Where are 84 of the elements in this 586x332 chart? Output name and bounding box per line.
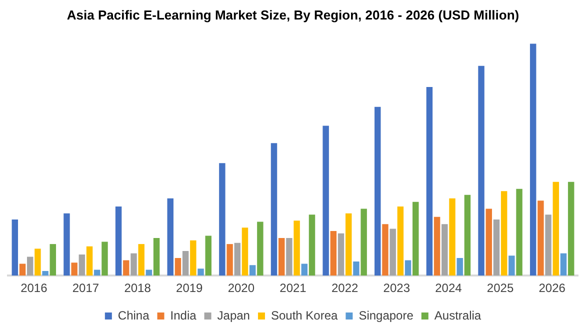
bar xyxy=(322,126,329,276)
bar xyxy=(346,213,352,276)
x-tick-label: 2020 xyxy=(228,281,255,296)
bar xyxy=(278,238,285,276)
bar xyxy=(397,206,404,276)
bar xyxy=(538,200,544,276)
x-tick-label: 2017 xyxy=(72,281,100,296)
bar xyxy=(190,240,196,276)
bar xyxy=(442,224,448,276)
bar xyxy=(493,219,500,276)
legend-label: South Korea xyxy=(270,308,338,322)
x-tick-label: 2016 xyxy=(20,281,48,296)
bar xyxy=(286,238,292,276)
bar xyxy=(234,242,240,276)
bar xyxy=(130,253,137,276)
bar xyxy=(257,222,264,276)
bar xyxy=(182,251,189,276)
bar xyxy=(353,261,360,276)
bar xyxy=(146,270,152,276)
bar xyxy=(545,214,552,276)
bar xyxy=(94,270,100,276)
bar xyxy=(330,231,337,276)
x-tick-label: 2026 xyxy=(538,281,566,296)
bar xyxy=(382,224,388,276)
bar xyxy=(34,248,41,276)
bar xyxy=(374,106,381,276)
bar xyxy=(12,219,18,276)
legend-label: Singapore xyxy=(358,308,414,322)
legend-label: China xyxy=(118,308,150,322)
bar xyxy=(426,86,433,276)
bar xyxy=(552,182,560,276)
bar xyxy=(86,246,93,276)
bar xyxy=(42,270,48,276)
bar xyxy=(360,208,367,276)
bar xyxy=(138,244,144,276)
bar xyxy=(226,244,233,276)
bar xyxy=(64,213,70,276)
bar xyxy=(115,206,122,276)
legend-label: Australia xyxy=(434,308,482,322)
bar xyxy=(102,242,108,276)
x-tick-label: 2021 xyxy=(280,281,307,296)
legend-label: Japan xyxy=(217,308,250,322)
bar xyxy=(301,264,308,276)
bar xyxy=(198,268,204,276)
bar xyxy=(404,260,412,276)
bar xyxy=(560,253,567,276)
bar xyxy=(167,198,174,276)
bar xyxy=(456,258,463,276)
legend-label: India xyxy=(170,308,197,322)
x-tick-label: 2022 xyxy=(331,281,358,296)
bar xyxy=(270,143,278,276)
x-tick-label: 2024 xyxy=(435,281,462,296)
bar xyxy=(78,254,86,276)
bar xyxy=(516,188,522,276)
bar xyxy=(242,228,248,276)
bar xyxy=(449,198,456,276)
bar xyxy=(174,258,182,276)
bar xyxy=(71,262,78,276)
bar xyxy=(530,44,536,276)
bar xyxy=(219,163,226,276)
bar xyxy=(390,228,396,276)
bar xyxy=(500,191,508,276)
bar xyxy=(294,220,300,276)
x-tick-label: 2023 xyxy=(383,281,410,296)
bar xyxy=(412,202,419,276)
x-tick-label: 2018 xyxy=(124,281,152,296)
bar xyxy=(19,264,26,276)
x-tick-label: 2025 xyxy=(486,281,514,296)
chart-title: Asia Pacific E-Learning Market Size, By Region, 2016 - 2026 (USD Million) xyxy=(66,7,520,22)
bar xyxy=(478,66,484,276)
bar xyxy=(568,182,574,276)
bar xyxy=(434,216,440,276)
bar xyxy=(308,214,316,276)
bar xyxy=(205,236,212,276)
bar xyxy=(508,256,515,276)
bar xyxy=(50,244,56,276)
bar xyxy=(26,256,34,276)
bar xyxy=(464,194,471,276)
bar xyxy=(486,208,492,276)
x-tick-label: 2019 xyxy=(176,281,204,296)
bar xyxy=(338,233,344,276)
bar xyxy=(123,260,130,276)
bar xyxy=(153,238,160,276)
bar xyxy=(249,265,256,276)
